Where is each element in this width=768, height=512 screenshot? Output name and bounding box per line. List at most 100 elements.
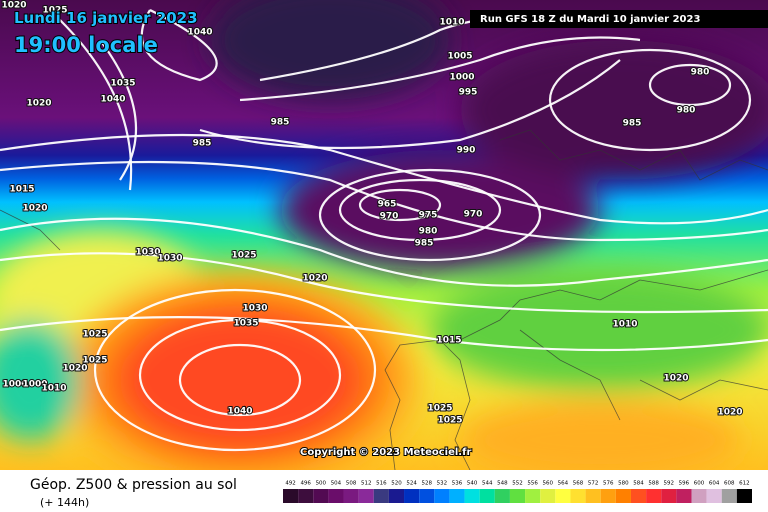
isobar-label: 1015 xyxy=(9,185,34,195)
isobar-label: 1020 xyxy=(717,408,742,418)
isobar-label: 1025 xyxy=(82,356,107,366)
isobar-label: 965 xyxy=(378,200,397,210)
scale-swatch xyxy=(509,489,526,503)
isobar-label: 985 xyxy=(193,139,212,149)
isobar-label: 1025 xyxy=(42,6,67,16)
isobar-label: 1030 xyxy=(157,254,182,264)
isobar-label: 1010 xyxy=(612,320,637,330)
scale-swatch xyxy=(646,489,662,503)
scale-swatch xyxy=(373,489,389,503)
scale-swatch xyxy=(630,489,647,503)
scale-swatch xyxy=(343,489,359,503)
forecast-time: 19:00 locale xyxy=(14,33,158,57)
scale-label: 588 xyxy=(648,481,659,487)
isobar-label: 970 xyxy=(380,212,399,222)
isobar-label: 1025 xyxy=(437,416,462,426)
scale-swatch xyxy=(404,489,420,503)
scale-label: 604 xyxy=(709,481,720,487)
scale-swatch xyxy=(676,489,692,503)
isobar-label: 1040 xyxy=(187,28,212,38)
scale-label: 532 xyxy=(437,481,448,487)
isobar-label: 1040 xyxy=(100,95,125,105)
scale-swatch xyxy=(600,489,616,503)
isobar-label: 1020 xyxy=(22,204,47,214)
isobar-label: 980 xyxy=(691,68,710,78)
isobar-label: 985 xyxy=(623,119,642,129)
scale-label: 508 xyxy=(346,481,357,487)
run-banner xyxy=(470,10,768,28)
scale-swatch xyxy=(419,489,435,503)
scale-label: 544 xyxy=(482,481,493,487)
isobar-label: 1030 xyxy=(135,248,160,258)
scale-label: 608 xyxy=(724,481,735,487)
scale-label: 572 xyxy=(588,481,599,487)
color-scale: 492 496 500 504 508 512 516 520 524 528 532 536 540 5… xyxy=(283,481,752,503)
isobar-label: 1040 xyxy=(227,407,252,417)
isobar-label: 1020 xyxy=(302,274,327,284)
scale-label: 548 xyxy=(497,481,508,487)
scale-label: 600 xyxy=(694,481,705,487)
isobar-label: 1000 xyxy=(22,380,47,390)
isobar-labels: 1020 1025 1040 1010 1005 1000 995 980 980 985 985 9… xyxy=(0,0,743,427)
scale-label: 520 xyxy=(391,481,402,487)
isobar-label: 990 xyxy=(457,146,476,156)
isobar-label: 1010 xyxy=(41,384,66,394)
scale-swatch xyxy=(691,489,707,503)
scale-swatch xyxy=(706,489,722,503)
scale-swatch xyxy=(479,489,495,503)
scale-label: 584 xyxy=(633,481,644,487)
scale-label: 596 xyxy=(679,481,690,487)
isobar-label: 1000 xyxy=(449,73,474,83)
scale-label: 492 xyxy=(285,481,296,487)
scale-swatch xyxy=(283,489,299,503)
scale-label: 568 xyxy=(573,481,584,487)
isobar-label: 1025 xyxy=(427,404,452,414)
isobar-label: 985 xyxy=(271,118,290,128)
isobar-label: 1020 xyxy=(26,99,51,109)
isobar-label: 1035 xyxy=(233,319,258,329)
scale-label: 524 xyxy=(406,481,417,487)
scale-swatch xyxy=(388,489,405,503)
scale-swatch xyxy=(585,489,601,503)
isobar-label: 1005 xyxy=(447,52,472,62)
isobar-label: 1025 xyxy=(231,251,256,261)
scale-label: 500 xyxy=(316,481,327,487)
scale-label: 612 xyxy=(739,481,750,487)
chart-title: Géop. Z500 & pression au sol xyxy=(30,477,237,493)
isobar-label: 985 xyxy=(415,239,434,249)
isobar-label: 1020 xyxy=(663,374,688,384)
isobar-label: 1025 xyxy=(82,330,107,340)
scale-swatch xyxy=(449,489,465,503)
scale-swatch xyxy=(358,489,374,503)
scale-swatch xyxy=(615,489,631,503)
scale-label: 552 xyxy=(512,481,523,487)
scale-label: 536 xyxy=(452,481,463,487)
isobar-label: 970 xyxy=(464,210,483,220)
forecast-date: Lundi 16 janvier 2023 xyxy=(14,9,198,27)
isobar-label: 980 xyxy=(419,227,438,237)
isobar-label: 995 xyxy=(459,88,478,98)
copyright: Copyright © 2023 Meteociel.fr xyxy=(300,447,471,458)
isobar-label: 1015 xyxy=(436,336,461,346)
scale-label: 580 xyxy=(618,481,629,487)
scale-swatch xyxy=(661,489,677,503)
isobar-label: 1010 xyxy=(439,18,464,28)
scale-label: 516 xyxy=(376,481,387,487)
isobar-label: 1035 xyxy=(110,79,135,89)
scale-swatch xyxy=(525,489,541,503)
scale-swatch xyxy=(464,489,480,503)
scale-label: 528 xyxy=(421,481,432,487)
scale-swatch xyxy=(328,489,344,503)
scale-label: 592 xyxy=(664,481,675,487)
scale-label: 576 xyxy=(603,481,614,487)
scale-swatch xyxy=(434,489,450,503)
isobar-label: 975 xyxy=(419,211,438,221)
scale-swatch xyxy=(736,489,752,503)
scale-label: 496 xyxy=(300,481,311,487)
scale-label: 512 xyxy=(361,481,372,487)
scale-swatch xyxy=(313,489,329,503)
lead-time: (+ 144h) xyxy=(40,496,89,509)
scale-swatch xyxy=(494,489,510,503)
scale-label: 540 xyxy=(467,481,478,487)
